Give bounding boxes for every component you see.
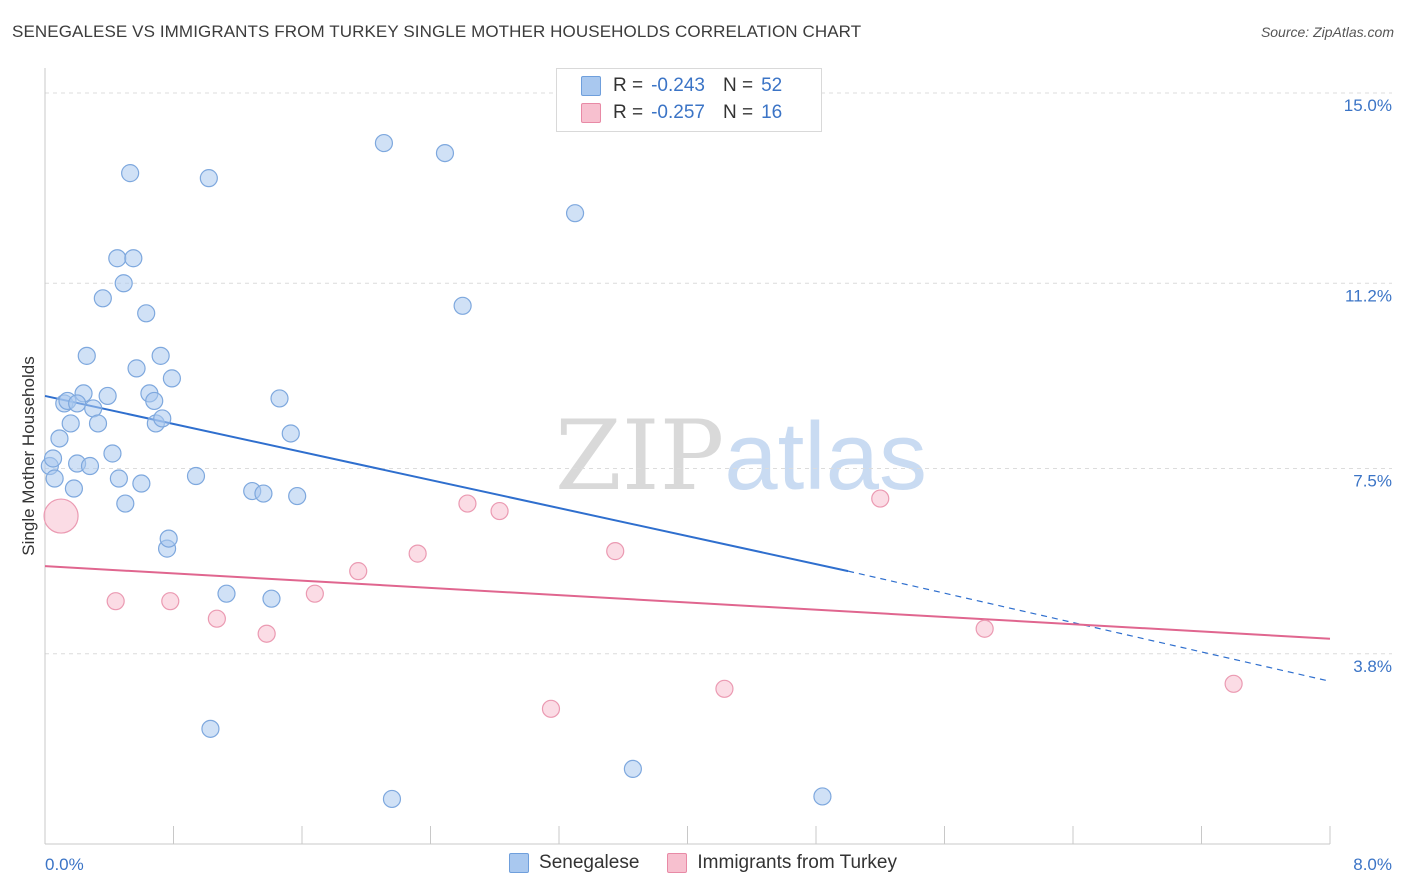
senegalese-point — [121, 164, 140, 183]
y-tick-label: 7.5% — [1353, 472, 1392, 491]
senegalese-point — [132, 474, 151, 493]
senegalese-point — [813, 787, 832, 806]
legend-r-label: R = — [613, 102, 644, 123]
senegalese-point — [116, 494, 135, 513]
data-points — [40, 133, 1243, 809]
series-legend: Senegalese Immigrants from Turkey — [0, 852, 1406, 874]
senegalese-point — [77, 346, 96, 365]
senegalese-point — [145, 391, 164, 411]
senegalese-trend-extension — [847, 570, 1331, 682]
y-tick-label: 3.8% — [1353, 657, 1392, 676]
x-tick-label: 8.0% — [1353, 855, 1392, 874]
y-tick-label: 15.0% — [1344, 96, 1392, 115]
senegalese-trend-line — [44, 394, 849, 573]
legend-swatch-turkey — [667, 853, 688, 873]
legend-swatch-senegalese — [581, 76, 601, 96]
senegalese-point — [435, 143, 455, 163]
turkey-point — [606, 542, 625, 561]
turkey-point — [975, 619, 994, 638]
senegalese-point — [137, 304, 156, 323]
turkey-point — [106, 592, 125, 611]
turkey-point — [207, 609, 226, 628]
legend-label-senegalese: Senegalese — [539, 852, 640, 873]
legend-row-turkey: R = -0.257 N = 16 — [581, 101, 782, 125]
senegalese-point — [623, 759, 642, 779]
turkey-point — [161, 592, 180, 611]
senegalese-point — [565, 204, 585, 223]
turkey-point — [349, 562, 368, 581]
chart-title: SENEGALESE VS IMMIGRANTS FROM TURKEY SIN… — [12, 22, 862, 41]
turkey-point — [257, 624, 276, 643]
turkey-point — [43, 498, 79, 534]
senegalese-point — [453, 296, 472, 315]
senegalese-point — [153, 409, 172, 428]
legend-n-value: 52 — [761, 75, 783, 96]
senegalese-point — [103, 444, 122, 463]
legend-label-turkey: Immigrants from Turkey — [697, 852, 897, 873]
turkey-point — [541, 699, 561, 718]
senegalese-point — [50, 429, 69, 448]
legend-n-label: N = — [722, 75, 754, 96]
legend-swatch-senegalese — [509, 853, 530, 873]
correlation-legend: R = -0.243 N = 52 R = -0.257 N = 16 — [556, 68, 822, 132]
senegalese-point — [124, 249, 143, 268]
y-axis-label: Single Mother Households — [19, 356, 38, 555]
senegalese-point — [162, 369, 181, 388]
senegalese-point — [288, 486, 307, 506]
legend-r-label: R = — [613, 75, 644, 96]
senegalese-point — [43, 449, 63, 468]
senegalese-point — [108, 249, 127, 268]
legend-item-senegalese: Senegalese — [509, 852, 639, 874]
legend-n-value: 16 — [761, 102, 783, 123]
senegalese-point — [61, 414, 80, 433]
legend-r-value: -0.243 — [651, 75, 705, 96]
senegalese-point — [270, 389, 289, 408]
senegalese-point — [262, 589, 281, 608]
turkey-point — [871, 489, 890, 508]
senegalese-point — [374, 133, 394, 153]
x-tick-label: 0.0% — [45, 855, 84, 874]
senegalese-point — [114, 274, 133, 293]
senegalese-point — [382, 789, 402, 809]
senegalese-point — [84, 399, 103, 418]
senegalese-point — [45, 469, 64, 488]
senegalese-point — [98, 386, 117, 406]
turkey-trend-line — [44, 565, 1331, 640]
legend-n-label: N = — [722, 102, 754, 123]
turkey-point — [305, 584, 324, 603]
senegalese-point — [151, 346, 170, 365]
tick-labels: 3.8% 7.5% 11.2% 15.0% 0.0% 8.0% — [45, 96, 1392, 874]
senegalese-point — [186, 466, 206, 486]
source-label: Source: ZipAtlas.com — [1260, 24, 1394, 40]
senegalese-point — [68, 394, 87, 413]
senegalese-point — [64, 479, 84, 498]
turkey-point — [458, 494, 477, 513]
turkey-point — [408, 544, 427, 563]
grid-lines — [45, 92, 1392, 655]
senegalese-point — [201, 719, 220, 738]
axes — [44, 68, 1331, 845]
turkey-point — [715, 679, 734, 698]
senegalese-point — [199, 169, 218, 188]
senegalese-point — [80, 456, 100, 476]
senegalese-point — [217, 584, 236, 603]
senegalese-point — [109, 469, 128, 488]
legend-r-value: -0.257 — [651, 102, 705, 123]
turkey-point — [1224, 674, 1243, 693]
trend-lines — [44, 394, 1331, 682]
senegalese-point — [127, 359, 146, 378]
legend-row-senegalese: R = -0.243 N = 52 — [581, 74, 782, 98]
senegalese-point — [281, 424, 300, 443]
legend-swatch-turkey — [581, 103, 601, 123]
senegalese-point — [93, 289, 112, 308]
senegalese-point — [88, 414, 108, 433]
senegalese-point — [254, 484, 273, 503]
y-tick-label: 11.2% — [1345, 286, 1392, 305]
legend-item-turkey: Immigrants from Turkey — [667, 852, 897, 874]
senegalese-point — [159, 529, 178, 548]
turkey-point — [490, 501, 509, 521]
